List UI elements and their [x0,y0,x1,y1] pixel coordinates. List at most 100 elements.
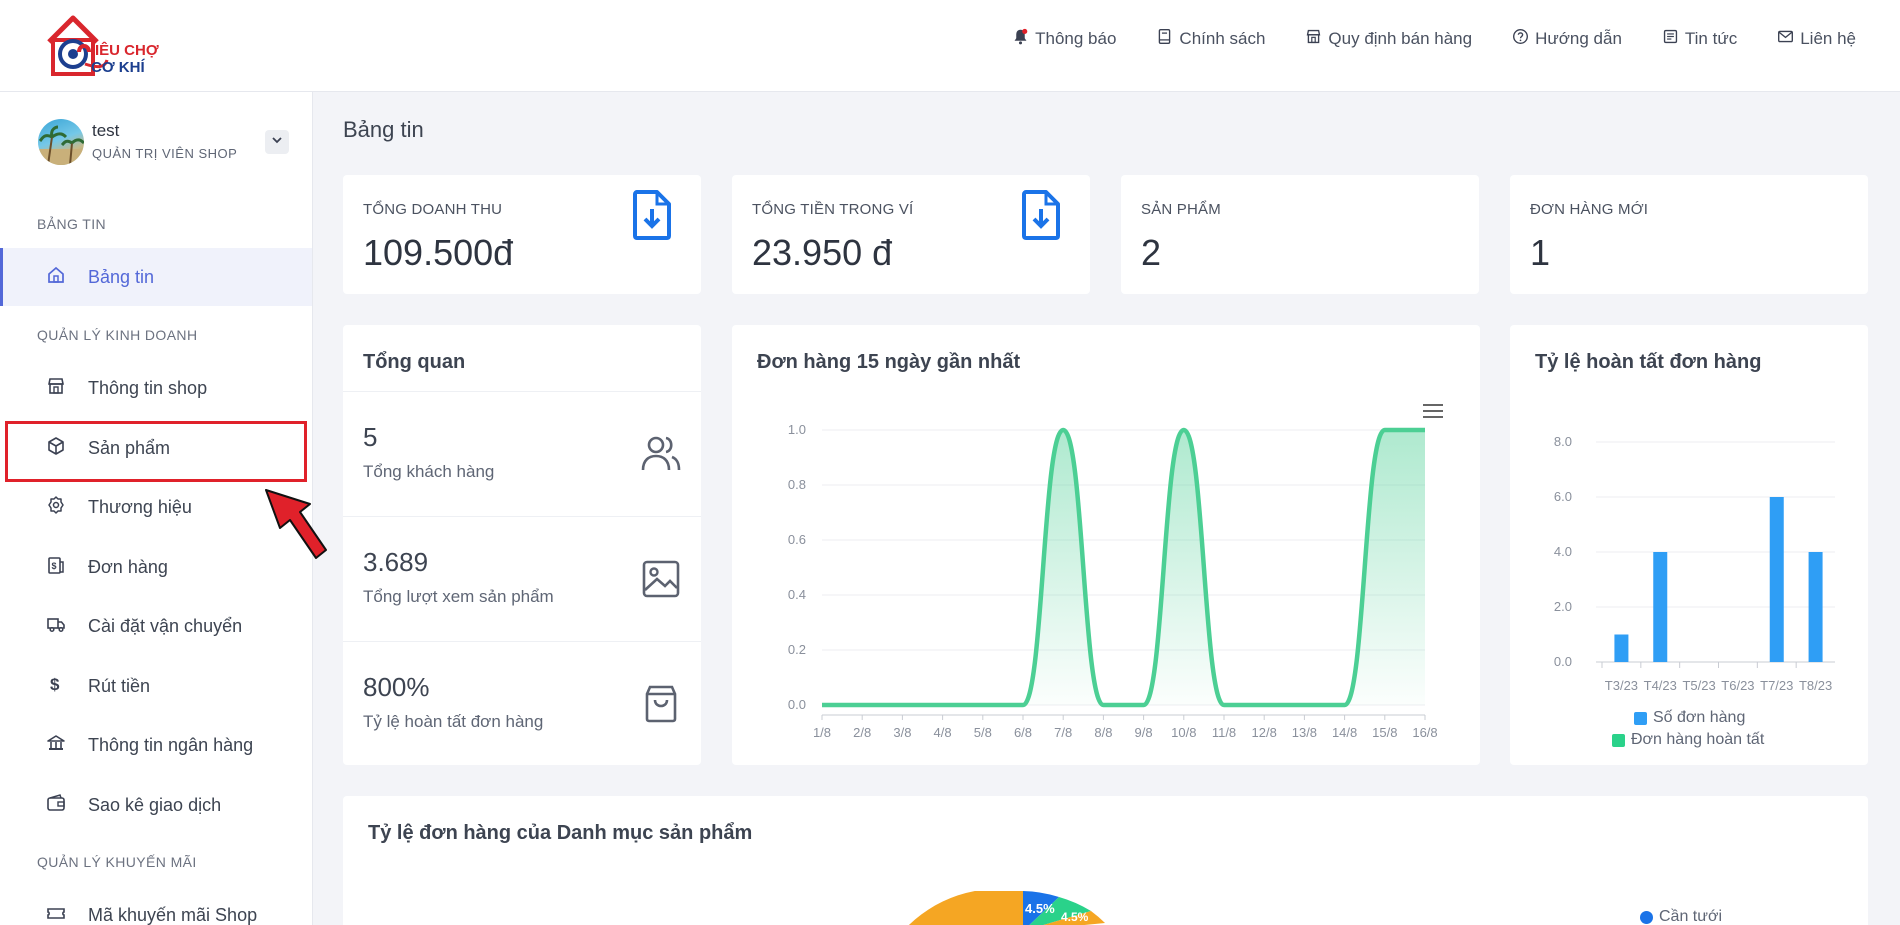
legend-label: Cần tưới [1659,908,1722,925]
nav-policy-label: Chính sách [1179,29,1266,48]
sidebar-item-shop-info[interactable]: Thông tin shop [0,359,312,417]
sidebar: test QUẢN TRỊ VIÊN SHOP BẢNG TIN Bảng ti… [0,92,313,925]
x-tick-label: T3/23 [1605,678,1638,693]
sidebar-item-withdraw[interactable]: $ Rút tiền [0,657,312,715]
x-tick-label: 11/8 [1212,725,1236,740]
pie-slice[interactable] [1023,911,1105,925]
line-chart-card: Đơn hàng 15 ngày gần nhất 0.0 0.2 0.4 0.6 0.… [732,325,1480,765]
bar [1808,552,1823,662]
chart-menu-icon[interactable] [1422,403,1444,419]
sidebar-item-label: Sao kê giao dịch [88,794,222,815]
sidebar-item-shop-vouchers[interactable]: Mã khuyến mãi Shop [0,886,312,925]
mail-icon [1777,28,1794,50]
sidebar-item-brands[interactable]: Thương hiệu [0,478,312,536]
site-logo[interactable]: IÊU CHỢ CƠ KHÍ [45,14,195,78]
invoice-icon: $ [46,555,66,580]
nav-notifications[interactable]: Thông báo [1012,28,1116,50]
bar-chart-title: Tỷ lệ hoàn tất đơn hàng [1535,351,1762,373]
legend-item[interactable]: Đơn hàng hoàn tất [1612,731,1764,749]
bell-icon [1012,28,1029,50]
sidebar-item-orders[interactable]: $ Đơn hàng [0,538,312,596]
page-title: Bảng tin [343,117,424,142]
overview-card: Tổng quan 5 Tổng khách hàng 3.689 Tổng l… [343,325,701,765]
sidebar-item-label: Sản phẩm [88,437,171,458]
stat-label: ĐƠN HÀNG MỚI [1530,201,1649,218]
overview-row-views: 3.689 Tổng lượt xem sản phẩm [343,516,701,641]
stat-card-new-orders: ĐƠN HÀNG MỚI 1 [1510,175,1868,294]
bar-chart: 0.0 2.0 4.0 6.0 8.0 T3/23 T4/23 T5/23 T6/23 T7/23… [1554,434,1835,693]
sidebar-item-label: Thông tin shop [88,377,208,398]
x-tick-label: 4/8 [934,725,952,740]
x-tick-label: 5/8 [974,725,992,740]
sidebar-item-label: Cài đặt vận chuyển [88,615,243,636]
sidebar-item-label: Đơn hàng [88,556,168,577]
stat-label: SẢN PHẨM [1141,201,1221,218]
nav-notifications-label: Thông báo [1035,29,1117,48]
x-tick-label: 12/8 [1252,725,1277,740]
sidebar-item-statements[interactable]: Sao kê giao dịch [0,776,312,834]
avatar [38,119,84,165]
bar-chart-card: Tỷ lệ hoàn tất đơn hàng 0.0 2.0 4.0 6.0 8.0 T… [1510,325,1868,765]
y-tick-label: 0.0 [788,697,806,712]
nav-sales-rules-label: Quy định bán hàng [1328,29,1473,48]
pie-slice[interactable] [1023,897,1091,925]
sidebar-item-bank-info[interactable]: Thông tin ngân hàng [0,716,312,774]
store-icon [1305,28,1322,50]
stat-card-products: SẢN PHẨM 2 [1121,175,1479,294]
overview-title: Tổng quan [363,351,466,373]
user-profile[interactable]: test QUẢN TRỊ VIÊN SHOP [38,119,289,169]
section-business: QUẢN LÝ KINH DOANH [37,327,198,343]
sidebar-item-dashboard[interactable]: Bảng tin [0,248,312,306]
pie-slice[interactable] [903,891,1023,925]
overview-value: 800% [363,672,430,702]
y-tick-label: 1.0 [788,422,806,437]
x-tick-label: T7/23 [1760,678,1793,693]
stat-value: 23.950 đ [752,232,893,273]
nav-sales-rules[interactable]: Quy định bán hàng [1305,28,1472,50]
pie-chart-card: Tỷ lệ đơn hàng của Danh mục sản phẩm 4.5… [343,796,1868,925]
nav-policy[interactable]: Chính sách [1156,28,1265,50]
nav-guide[interactable]: Hướng dẫn [1512,28,1622,50]
svg-text:$: $ [52,561,57,571]
highlight-box [5,421,307,482]
nav-contact[interactable]: Liên hệ [1777,28,1856,50]
overview-label: Tổng lượt xem sản phẩm [363,587,554,606]
x-tick-label: 16/8 [1412,725,1437,740]
nav-news[interactable]: Tin tức [1662,28,1737,50]
y-tick-label: 0.4 [788,587,806,602]
bank-icon [46,733,66,758]
badge-icon [46,495,66,520]
legend-item[interactable]: Số đơn hàng [1634,709,1745,727]
chevron-down-icon [271,133,283,151]
x-tick-label: 2/8 [853,725,871,740]
dollar-icon: $ [46,674,66,699]
pie-slice[interactable] [1023,891,1059,925]
sidebar-item-label: Rút tiền [88,675,151,696]
user-name: test [92,121,120,140]
legend-label: Số đơn hàng [1653,709,1746,726]
bar [1614,634,1629,662]
x-tick-label: 6/8 [1014,725,1032,740]
overview-row-completion: 800% Tỷ lệ hoàn tất đơn hàng [343,641,701,766]
sidebar-item-products[interactable]: Sản phẩm [0,419,312,477]
series-line [821,427,1425,708]
legend-label: Đơn hàng hoàn tất [1631,731,1765,748]
overview-value: 5 [363,422,378,452]
stat-value: 2 [1141,232,1162,273]
y-tick-label: 4.0 [1554,544,1572,559]
pie-data-label: 4.5% [1061,910,1089,924]
pie-legend-item[interactable]: Cần tưới [1640,908,1722,925]
x-tick-label: 1/8 [813,725,831,740]
sidebar-item-label: Bảng tin [88,266,155,287]
user-menu-toggle[interactable] [265,130,289,154]
pointer-arrow-icon [265,489,327,559]
sidebar-item-label: Thông tin ngân hàng [88,734,254,755]
stat-label: TỔNG TIỀN TRONG VÍ [752,201,914,218]
overview-value: 3.689 [363,547,429,577]
image-icon [642,560,680,598]
shop-icon [46,376,66,401]
sidebar-item-shipping[interactable]: Cài đặt vận chuyển [0,597,312,655]
y-tick-label: 0.0 [1554,654,1572,669]
y-tick-label: 8.0 [1554,434,1572,449]
section-dashboard: BẢNG TIN [37,216,107,232]
